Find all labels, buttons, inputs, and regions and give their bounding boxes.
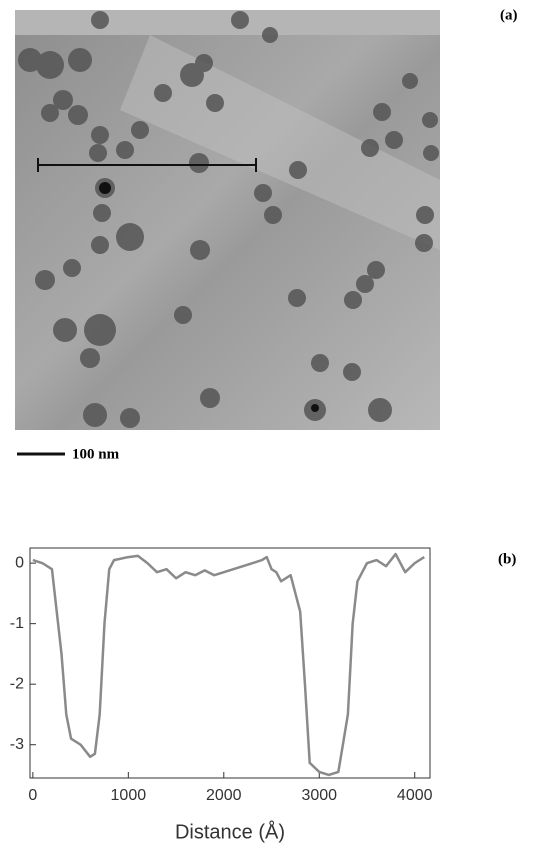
x-tick-label: 3000 bbox=[301, 787, 337, 804]
x-tick-label: 0 bbox=[28, 787, 37, 804]
panel-label: (b) bbox=[498, 551, 516, 567]
panel-label: (a) bbox=[500, 7, 518, 23]
x-tick-label: 1000 bbox=[111, 787, 147, 804]
y-tick-label: -1 bbox=[10, 615, 24, 632]
stm-image bbox=[15, 10, 440, 430]
y-tick-label: -2 bbox=[10, 675, 24, 692]
x-axis-label: Distance (Å) bbox=[175, 820, 285, 843]
profile-line bbox=[32, 552, 425, 777]
plot-frame bbox=[29, 547, 431, 779]
x-tick-label: 4000 bbox=[397, 787, 433, 804]
scale-bar-label: 100 nm bbox=[72, 446, 120, 462]
y-tick-label: 0 bbox=[15, 554, 24, 571]
x-tick-label: 2000 bbox=[206, 787, 242, 804]
y-tick-label: -3 bbox=[10, 736, 24, 753]
